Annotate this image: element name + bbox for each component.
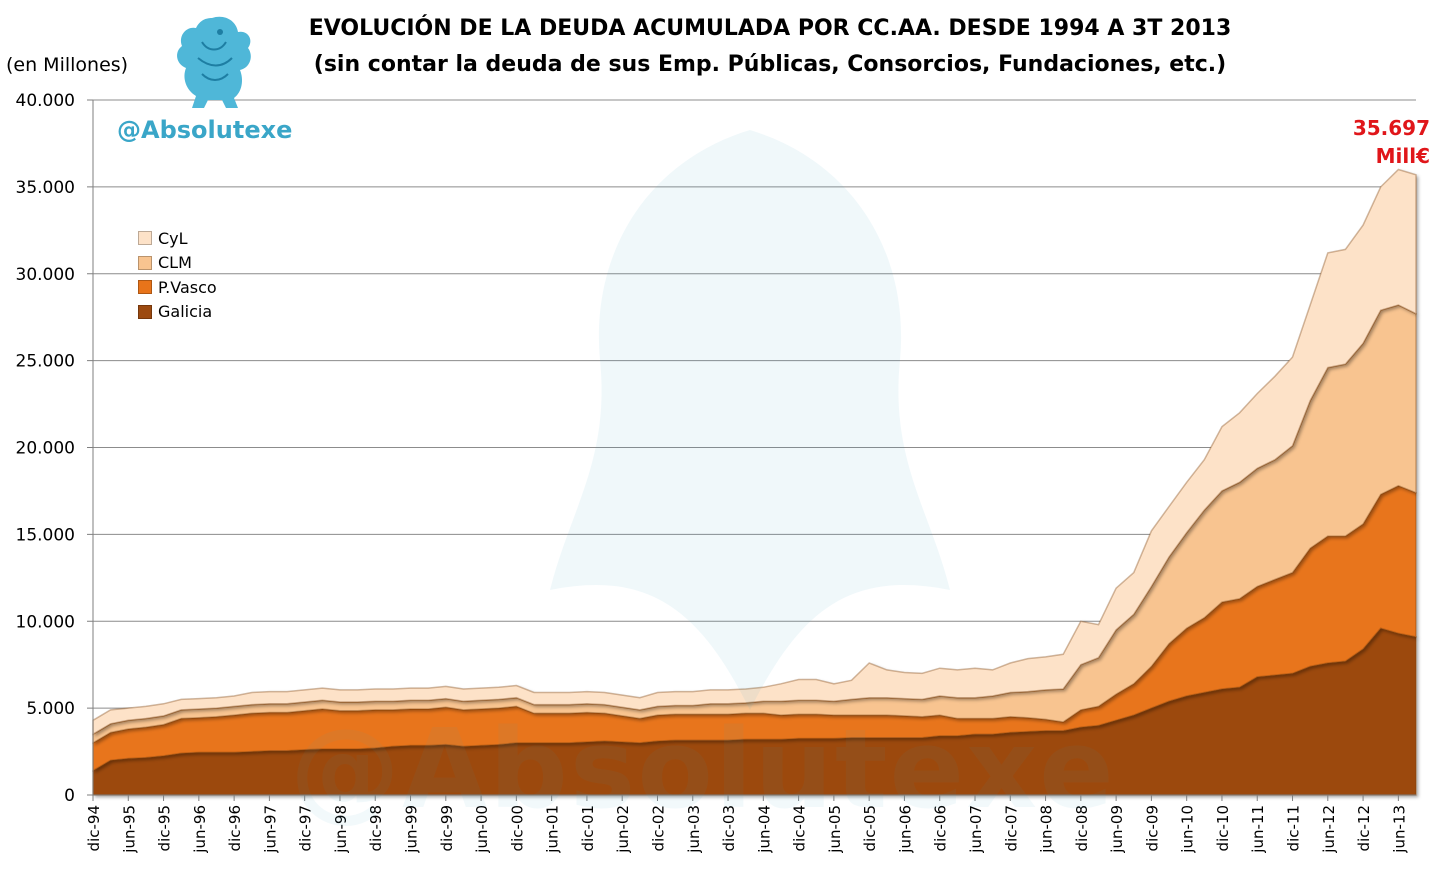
x-tick-label: dic-98 <box>367 805 385 851</box>
legend-swatch <box>138 231 152 246</box>
griffin-logo-icon <box>177 16 251 108</box>
legend-item: P.Vasco <box>138 275 217 300</box>
x-tick-label: dic-00 <box>508 805 526 851</box>
x-tick-label: jun-00 <box>473 805 491 854</box>
x-tick-label: jun-99 <box>403 805 421 854</box>
y-tick-label: 5.000 <box>26 699 75 719</box>
x-tick-label: dic-94 <box>85 805 103 851</box>
y-tick-label: 25.000 <box>16 352 75 372</box>
x-tick-label: jun-11 <box>1249 805 1267 854</box>
x-tick-label: dic-95 <box>156 805 174 851</box>
x-tick-label: dic-11 <box>1285 805 1303 851</box>
end-unit: Mill€ <box>1375 144 1430 168</box>
chart-title: EVOLUCIÓN DE LA DEUDA ACUMULADA POR CC.A… <box>308 16 1232 41</box>
legend-swatch <box>138 255 152 270</box>
legend-swatch <box>138 280 152 295</box>
unit-label: (en Millones) <box>6 54 129 76</box>
legend-item: Galicia <box>138 300 217 325</box>
area-cyl <box>92 168 1417 736</box>
x-tick-label: jun-10 <box>1179 805 1197 854</box>
y-tick-label: 15.000 <box>16 525 75 545</box>
x-tick-label: dic-01 <box>579 805 597 851</box>
x-tick-label: jun-07 <box>967 805 985 854</box>
x-tick-label: dic-99 <box>438 805 456 851</box>
gridlines <box>93 99 1416 709</box>
watermark-text: @Absolutexe <box>290 705 1116 833</box>
legend-label: P.Vasco <box>158 277 217 297</box>
x-tick-label: dic-03 <box>720 805 738 851</box>
y-tick-label: 20.000 <box>16 439 75 459</box>
x-tick-label: dic-04 <box>791 805 809 851</box>
x-tick-label: dic-08 <box>1073 805 1091 851</box>
legend-swatch <box>138 304 152 319</box>
x-tick-label: dic-07 <box>1002 805 1020 851</box>
x-tick-label: jun-02 <box>614 805 632 854</box>
x-tick-label: dic-09 <box>1143 805 1161 851</box>
end-value-label: 35.697 Mill€ <box>1353 114 1430 170</box>
y-tick-labels: 0 5.000 10.000 15.000 20.000 25.000 30.000 35.0… <box>16 91 93 806</box>
x-tick-label: dic-05 <box>861 805 879 851</box>
x-tick-label: jun-97 <box>261 805 279 854</box>
x-tick-label: jun-03 <box>685 805 703 854</box>
x-tick-label: jun-05 <box>826 805 844 854</box>
legend: CyL CLM P.Vasco Galicia <box>138 226 217 324</box>
x-tick-label: jun-13 <box>1390 805 1408 854</box>
x-tick-label: jun-12 <box>1320 805 1338 854</box>
stacked-areas <box>92 168 1417 796</box>
legend-label: CLM <box>158 253 192 273</box>
y-tick-label: 0 <box>64 786 75 806</box>
x-tick-label: jun-95 <box>120 805 138 854</box>
legend-item: CyL <box>138 226 217 251</box>
legend-label: CyL <box>158 228 188 248</box>
x-tick-label: jun-98 <box>332 805 350 854</box>
x-tick-label: dic-02 <box>649 805 667 851</box>
x-tick-label: jun-09 <box>1108 805 1126 854</box>
y-tick-label: 10.000 <box>16 612 75 632</box>
x-tick-label: jun-06 <box>896 805 914 854</box>
brand-handle: @Absolutexe <box>117 116 293 144</box>
watermark-griffin-icon <box>550 130 950 710</box>
x-tick-label: jun-04 <box>755 805 773 854</box>
x-tick-label: dic-12 <box>1355 805 1373 851</box>
legend-label: Galicia <box>158 302 213 322</box>
y-tick-label: 35.000 <box>16 178 75 198</box>
x-tick-labels: dic-94 jun-95 dic-95 jun-96 dic-96 jun-97 dic-… <box>85 795 1408 854</box>
legend-item: CLM <box>138 251 217 276</box>
x-tick-label: jun-01 <box>544 805 562 854</box>
chart-subtitle: (sin contar la deuda de sus Emp. Pública… <box>313 52 1227 77</box>
y-tick-label: 40.000 <box>16 91 75 111</box>
y-tick-label: 30.000 <box>16 265 75 285</box>
x-tick-label: jun-08 <box>1038 805 1056 854</box>
end-value: 35.697 <box>1352 116 1430 140</box>
x-tick-label: dic-96 <box>226 805 244 851</box>
x-tick-label: jun-96 <box>191 805 209 854</box>
x-tick-label: dic-97 <box>297 805 315 851</box>
x-tick-label: dic-10 <box>1214 805 1232 851</box>
x-tick-label: dic-06 <box>932 805 950 851</box>
